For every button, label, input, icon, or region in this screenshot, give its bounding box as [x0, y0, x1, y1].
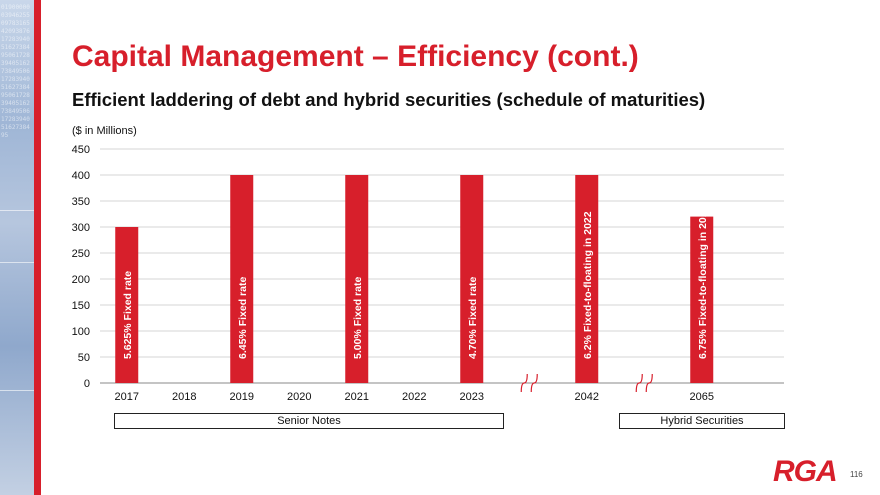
bar	[345, 175, 369, 383]
x-tick-label: 2018	[172, 391, 196, 403]
y-tick-label: 300	[72, 222, 90, 234]
x-tick-label: 2017	[115, 391, 139, 403]
y-tick-label: 400	[72, 170, 90, 182]
y-tick-label: 450	[72, 144, 90, 156]
y-tick-label: 0	[84, 378, 90, 390]
group-label-senior-notes: Senior Notes	[114, 413, 504, 429]
y-tick-label: 100	[72, 326, 90, 338]
axis-break-mark	[645, 373, 653, 393]
x-tick-label: 2022	[402, 391, 426, 403]
bar	[575, 175, 599, 383]
y-tick-label: 350	[72, 196, 90, 208]
x-tick-label: 2020	[287, 391, 311, 403]
y-tick-label: 200	[72, 274, 90, 286]
axis-break-mark	[635, 373, 643, 393]
x-tick-label: 2065	[690, 391, 714, 403]
decorative-streak	[0, 262, 34, 263]
red-accent-bar	[34, 0, 41, 495]
bar	[690, 216, 714, 383]
chart-units-label: ($ in Millions)	[72, 125, 137, 137]
x-tick-label: 2021	[345, 391, 369, 403]
bar	[460, 175, 484, 383]
y-tick-label: 150	[72, 300, 90, 312]
y-tick-label: 250	[72, 248, 90, 260]
axis-break-mark	[530, 373, 538, 393]
bar-label: 6.2% Fixed-to-floating in 2022	[582, 211, 594, 359]
bar-label: 6.75% Fixed-to-floating in 2015	[697, 205, 709, 359]
decorative-streak	[0, 210, 34, 211]
bar	[115, 227, 139, 383]
decorative-number-texture: 0190000003946255097831654209387617283940…	[1, 4, 30, 139]
bar-label: 4.70% Fixed rate	[467, 277, 479, 359]
page-number: 116	[850, 470, 863, 479]
decorative-streak	[0, 390, 34, 391]
bar-label: 5.00% Fixed rate	[352, 277, 364, 359]
group-label-hybrid-securities: Hybrid Securities	[619, 413, 785, 429]
bar-label: 6.45% Fixed rate	[237, 277, 249, 359]
x-tick-label: 2042	[575, 391, 599, 403]
page-subtitle: Efficient laddering of debt and hybrid s…	[72, 89, 706, 110]
bar-label: 5.625% Fixed rate	[122, 271, 134, 359]
x-tick-label: 2023	[460, 391, 484, 403]
y-tick-label: 50	[78, 352, 90, 364]
axis-break-mark	[520, 373, 528, 393]
page-title: Capital Management – Efficiency (cont.)	[72, 40, 639, 73]
side-photo-strip: 0190000003946255097831654209387617283940…	[0, 0, 34, 495]
x-tick-label: 2019	[230, 391, 254, 403]
bar	[230, 175, 254, 383]
rga-logo: RGA	[773, 455, 838, 488]
